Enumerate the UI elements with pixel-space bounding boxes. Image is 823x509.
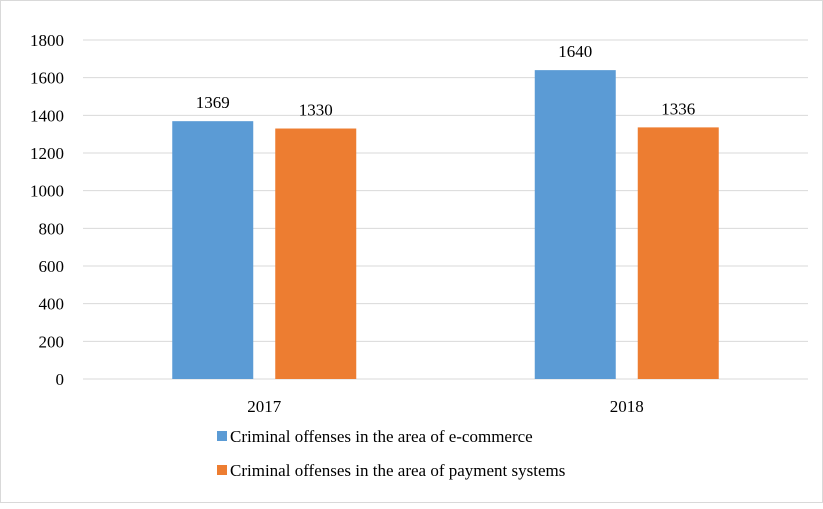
- x-tick-label: 2018: [610, 397, 644, 416]
- bars: [172, 70, 719, 380]
- data-label: 1640: [558, 42, 592, 61]
- y-tick-label: 1800: [30, 31, 64, 50]
- y-tick-label: 200: [39, 332, 65, 351]
- y-tick-label: 600: [39, 257, 65, 276]
- y-axis-ticks: 0 200 400 600 800 1000 1200 1400 1600 1800: [30, 31, 64, 389]
- legend-label-0: Criminal offenses in the area of e-comme…: [230, 427, 533, 446]
- x-axis-ticks: 2017 2018: [247, 397, 644, 416]
- y-tick-label: 1000: [30, 182, 64, 201]
- bar-series-1-2018: [637, 127, 719, 380]
- bar-series-1-2017: [275, 128, 357, 379]
- y-tick-label: 1400: [30, 106, 64, 125]
- data-label: 1369: [196, 93, 230, 112]
- x-tick-label: 2017: [247, 397, 282, 416]
- data-labels: 1369 1330 1640 1336: [196, 42, 696, 119]
- y-tick-label: 400: [39, 295, 65, 314]
- bar-series-0-2017: [172, 121, 254, 380]
- data-label: 1330: [299, 101, 333, 120]
- legend-swatch-1: [217, 465, 227, 475]
- data-label: 1336: [661, 99, 695, 118]
- y-tick-label: 1600: [30, 69, 64, 88]
- legend: Criminal offenses in the area of e-comme…: [217, 427, 565, 480]
- y-tick-label: 800: [39, 219, 65, 238]
- y-tick-label: 1200: [30, 144, 64, 163]
- y-tick-label: 0: [56, 370, 65, 389]
- legend-label-1: Criminal offenses in the area of payment…: [230, 461, 565, 480]
- legend-swatch-0: [217, 431, 227, 441]
- bar-series-0-2018: [534, 70, 616, 379]
